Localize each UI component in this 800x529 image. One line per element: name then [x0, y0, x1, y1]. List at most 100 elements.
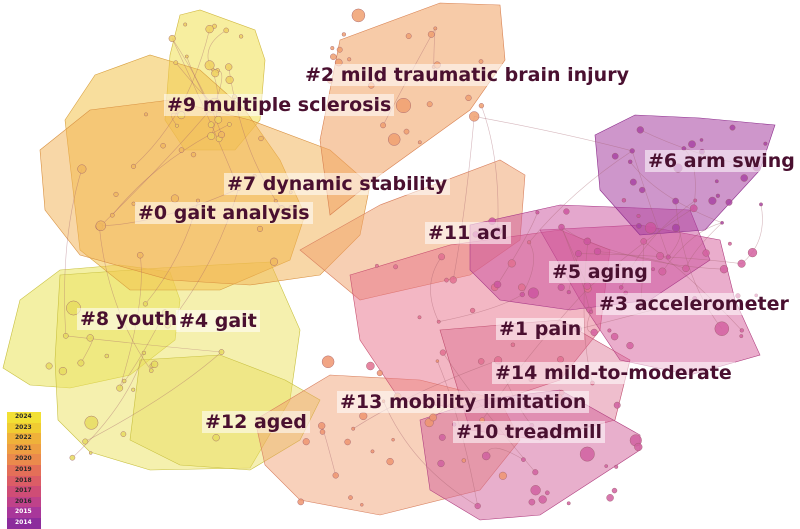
- reference-node: [204, 60, 215, 71]
- reference-node: [688, 140, 696, 148]
- reference-node: [626, 342, 634, 350]
- citation-link: [497, 212, 538, 285]
- reference-node: [737, 259, 746, 268]
- reference-node: [69, 454, 76, 461]
- reference-node: [689, 204, 698, 213]
- reference-node: [239, 34, 244, 39]
- reference-node: [330, 53, 337, 60]
- citation-link: [481, 105, 499, 232]
- reference-node: [433, 26, 438, 31]
- citation-link: [228, 66, 282, 210]
- reference-node: [121, 378, 127, 384]
- reference-node: [739, 334, 744, 338]
- citation-link: [452, 116, 475, 280]
- reference-node: [302, 438, 310, 446]
- reference-node: [297, 498, 305, 506]
- citation-link: [64, 168, 83, 336]
- reference-node: [672, 197, 679, 205]
- reference-node: [319, 429, 326, 435]
- reference-node: [693, 198, 698, 203]
- reference-node: [374, 263, 379, 268]
- reference-node: [470, 307, 476, 314]
- reference-node: [708, 196, 717, 205]
- cluster-label-gait-analysis: #0 gait analysis: [135, 202, 313, 224]
- reference-node: [211, 69, 220, 78]
- reference-node: [545, 490, 550, 496]
- reference-node: [435, 359, 440, 363]
- citation-link: [675, 201, 723, 329]
- cluster-label-gait: #4 gait: [176, 310, 260, 332]
- reference-node: [720, 220, 724, 225]
- cluster-label-aging: #5 aging: [549, 261, 651, 283]
- reference-node: [461, 458, 466, 463]
- reference-node: [351, 426, 356, 431]
- cluster-label-pain: #1 pain: [496, 318, 585, 340]
- reference-node: [478, 358, 485, 365]
- reference-node: [396, 97, 412, 113]
- legend-year-2017: 2017: [7, 486, 41, 497]
- cluster-label-aged: #12 aged: [202, 411, 310, 433]
- reference-node: [639, 186, 646, 194]
- cluster-label-youth: #8 youth: [77, 308, 181, 330]
- reference-node: [223, 27, 229, 34]
- legend-year-2023: 2023: [7, 422, 41, 434]
- reference-node: [611, 152, 619, 160]
- reference-node: [590, 328, 598, 337]
- reference-node: [672, 223, 681, 232]
- reference-node: [321, 355, 335, 368]
- reference-node: [63, 332, 69, 339]
- reference-node: [702, 249, 710, 257]
- reference-node: [227, 122, 232, 127]
- reference-node: [498, 471, 507, 480]
- reference-node: [218, 131, 225, 139]
- legend-year-2014: 2014: [7, 517, 41, 529]
- reference-node: [629, 148, 635, 154]
- reference-node: [747, 248, 758, 258]
- reference-node: [212, 434, 220, 442]
- reference-node: [469, 111, 480, 122]
- reference-node: [527, 287, 539, 299]
- reference-node: [645, 222, 657, 234]
- reference-node: [77, 164, 87, 174]
- reference-node: [658, 267, 667, 276]
- reference-node: [347, 57, 352, 62]
- citation-link: [587, 241, 725, 270]
- reference-node: [214, 115, 223, 124]
- reference-node: [665, 254, 671, 260]
- cluster-label-mild-to-moderate: #14 mild-to-moderate: [492, 362, 735, 384]
- reference-node: [336, 46, 343, 53]
- reference-node: [538, 495, 547, 504]
- reference-node: [714, 179, 719, 184]
- reference-node: [636, 223, 642, 229]
- reference-node: [614, 464, 619, 469]
- reference-node: [110, 212, 115, 218]
- reference-node: [682, 264, 690, 273]
- citation-link: [100, 104, 216, 227]
- reference-node: [207, 121, 215, 128]
- reference-node: [359, 412, 368, 421]
- reference-node: [417, 140, 422, 145]
- reference-node: [218, 349, 225, 355]
- citation-link: [72, 352, 145, 458]
- reference-node: [478, 59, 484, 64]
- legend-year-2022: 2022: [7, 433, 41, 444]
- cluster-label-multiple-sclerosis: #9 multiple sclerosis: [164, 94, 395, 116]
- reference-node: [558, 223, 565, 231]
- reference-node: [270, 257, 279, 266]
- citation-link: [662, 222, 723, 272]
- reference-node: [493, 280, 502, 289]
- reference-node: [136, 251, 144, 259]
- reference-node: [344, 438, 351, 446]
- reference-node: [729, 124, 736, 131]
- reference-node: [438, 433, 446, 441]
- reference-node: [566, 501, 571, 506]
- reference-node: [131, 387, 136, 392]
- reference-node: [376, 370, 383, 377]
- citation-link: [629, 161, 723, 224]
- reference-node: [360, 503, 364, 507]
- reference-node: [160, 142, 166, 149]
- reference-node: [318, 422, 326, 430]
- cluster-label-treadmill: #10 treadmill: [453, 421, 606, 443]
- citation-link: [65, 335, 222, 353]
- reference-node: [225, 63, 233, 71]
